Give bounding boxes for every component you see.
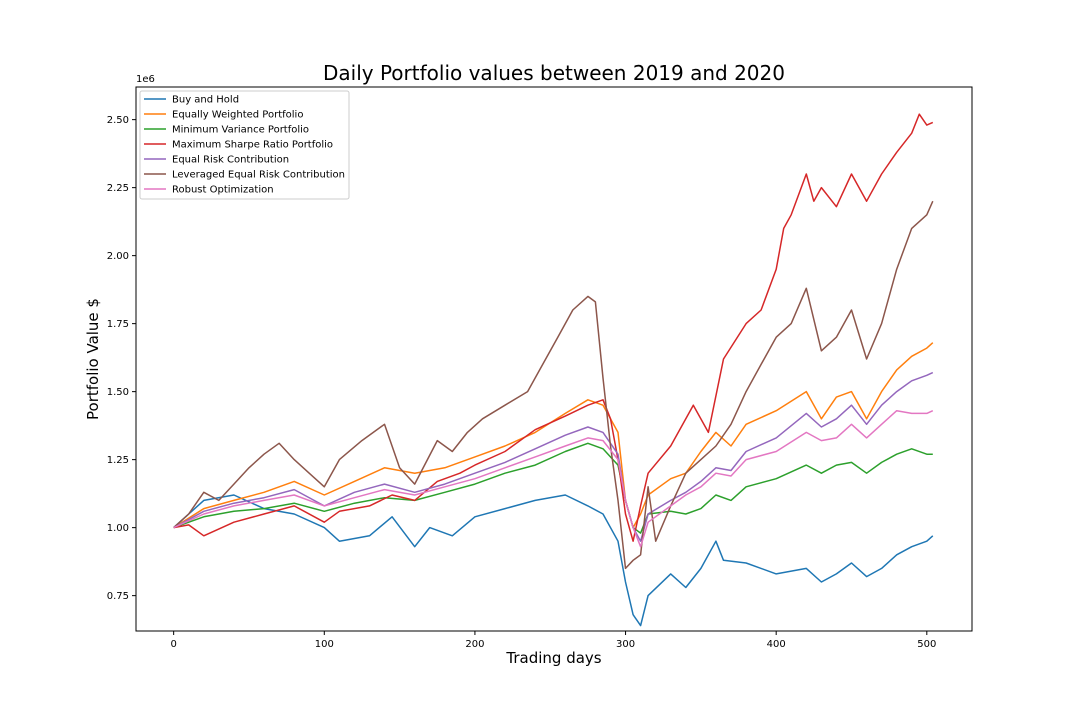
x-tick-label: 500 — [917, 639, 936, 650]
x-tick-label: 300 — [616, 639, 635, 650]
series-line-5 — [173, 371, 934, 542]
legend-label: Minimum Variance Portfolio — [172, 125, 309, 136]
y-tick-label: 2.50 — [107, 115, 129, 126]
legend-label: Equally Weighted Portfolio — [172, 110, 303, 121]
y-axis: 0.75 1.00 1.25 1.50 1.75 2.00 2.25 2.50 — [107, 115, 136, 602]
x-axis: 0 100 200 300 400 500 — [170, 631, 936, 650]
y-tick-label: 2.00 — [107, 251, 129, 262]
x-tick-label: 100 — [315, 639, 334, 650]
legend-label: Robust Optimization — [172, 185, 274, 196]
series-line-3 — [173, 442, 933, 534]
legend-label: Buy and Hold — [172, 95, 239, 106]
y-tick-label: 1.50 — [107, 387, 129, 398]
series-line-2 — [173, 342, 934, 529]
series-layer — [173, 113, 934, 627]
chart-title: Daily Portfolio values between 2019 and … — [323, 61, 785, 85]
plot-area-frame — [135, 86, 973, 632]
series-line-1 — [173, 494, 934, 627]
x-axis-label: Trading days — [505, 649, 601, 667]
y-tick-label: 1.00 — [107, 523, 129, 534]
y-axis-label: Portfolio Value $ — [84, 298, 102, 420]
legend-box — [139, 90, 350, 200]
y-tick-label: 0.75 — [107, 591, 129, 602]
x-tick-label: 0 — [170, 639, 176, 650]
legend-label: Leveraged Equal Risk Contribution — [172, 170, 345, 181]
x-tick-label: 400 — [767, 639, 786, 650]
y-tick-label: 1.75 — [107, 319, 129, 330]
series-line-7 — [173, 409, 934, 548]
series-line-6 — [173, 200, 934, 570]
legend-label: Equal Risk Contribution — [172, 155, 289, 166]
series-line-4 — [173, 113, 934, 542]
y-tick-label: 1.25 — [107, 455, 129, 466]
y-tick-label: 2.25 — [107, 183, 129, 194]
y-axis-offset-text: 1e6 — [136, 74, 155, 85]
legend: Buy and Hold Equally Weighted Portfolio Mi… — [139, 90, 350, 200]
x-tick-label: 200 — [465, 639, 484, 650]
legend-label: Maximum Sharpe Ratio Portfolio — [172, 140, 333, 151]
